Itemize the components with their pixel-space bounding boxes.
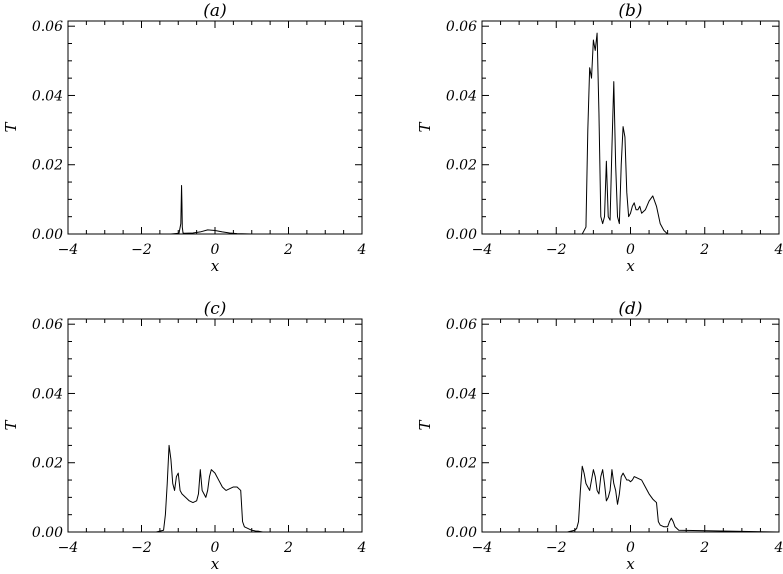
y-tick-label-a-2: 0.04	[32, 88, 63, 104]
series-line-d-0	[482, 465, 780, 533]
y-axis-label-c: T	[2, 420, 20, 431]
plot-frame-d	[481, 318, 780, 533]
x-tick-label-d-4: 4	[774, 540, 783, 556]
panel-c: −4 −2 0 2 4 0.00 0.02 0.04 0.06 x T (c)	[2, 299, 366, 573]
plot-frame-c	[67, 318, 363, 533]
y-tick-label-b-2: 0.04	[446, 88, 477, 104]
x-tick-label-a-2: 0	[211, 242, 220, 258]
y-tick-label-d-1: 0.02	[446, 456, 477, 472]
y-tick-label-c-2: 0.04	[32, 386, 63, 402]
y-axis-label-b: T	[416, 122, 434, 133]
x-tick-label-c-3: 2	[283, 540, 293, 556]
y-tick-label-c-3: 0.06	[32, 317, 63, 333]
panel-title-c: (c)	[204, 299, 227, 319]
panel-title-a: (a)	[203, 1, 226, 21]
series-line-a-0	[68, 185, 362, 235]
series-line-b-0	[482, 32, 779, 235]
x-tick-label-b-0: −4	[472, 242, 493, 258]
panel-title-d: (d)	[618, 299, 642, 319]
y-tick-label-c-1: 0.02	[32, 456, 63, 472]
x-axis-label-d: x	[626, 555, 635, 573]
panel-d: −4 −2 0 2 4 0.00 0.02 0.04 0.06 x T (d)	[416, 299, 783, 573]
x-axis-label-c: x	[211, 555, 220, 573]
x-tick-label-a-0: −4	[58, 242, 79, 258]
x-axis-label-a: x	[211, 257, 220, 275]
y-tick-label-a-1: 0.02	[32, 158, 63, 174]
x-tick-label-a-4: 4	[357, 242, 367, 258]
y-tick-label-d-0: 0.00	[446, 525, 477, 541]
x-tick-label-a-3: 2	[283, 242, 293, 258]
y-tick-label-a-3: 0.06	[32, 19, 63, 35]
y-axis-label-a: T	[2, 122, 20, 133]
x-tick-label-d-1: −2	[546, 540, 567, 556]
panel-a: −4 −2 0 2 4 0.00 0.02 0.04 0.06 x T (a)	[2, 1, 366, 275]
x-tick-label-b-4: 4	[774, 242, 783, 258]
x-tick-label-a-1: −2	[131, 242, 152, 258]
y-tick-label-b-0: 0.00	[446, 227, 477, 243]
y-tick-label-b-3: 0.06	[446, 19, 477, 35]
plot-frame-a	[67, 20, 363, 235]
x-tick-label-c-1: −2	[131, 540, 152, 556]
y-axis-label-d: T	[416, 420, 434, 431]
x-tick-label-c-2: 0	[211, 540, 220, 556]
x-tick-label-d-2: 0	[626, 540, 635, 556]
panel-title-b: (b)	[618, 1, 642, 21]
x-tick-label-c-0: −4	[58, 540, 79, 556]
x-tick-label-b-3: 2	[699, 242, 709, 258]
y-tick-label-a-0: 0.00	[32, 227, 63, 243]
x-tick-label-d-0: −4	[472, 540, 493, 556]
y-tick-label-c-0: 0.00	[32, 525, 63, 541]
x-axis-label-b: x	[626, 257, 635, 275]
panel-b: −4 −2 0 2 4 0.00 0.02 0.04 0.06 x T (b)	[416, 1, 783, 275]
y-tick-label-b-1: 0.02	[446, 158, 477, 174]
x-tick-label-c-4: 4	[357, 540, 367, 556]
x-tick-label-b-1: −2	[546, 242, 567, 258]
series-line-c-0	[68, 444, 362, 533]
x-tick-label-d-3: 2	[699, 540, 709, 556]
plot-frame-b	[481, 20, 780, 235]
y-tick-label-d-2: 0.04	[446, 386, 477, 402]
x-tick-label-b-2: 0	[626, 242, 635, 258]
y-tick-label-d-3: 0.06	[446, 317, 477, 333]
